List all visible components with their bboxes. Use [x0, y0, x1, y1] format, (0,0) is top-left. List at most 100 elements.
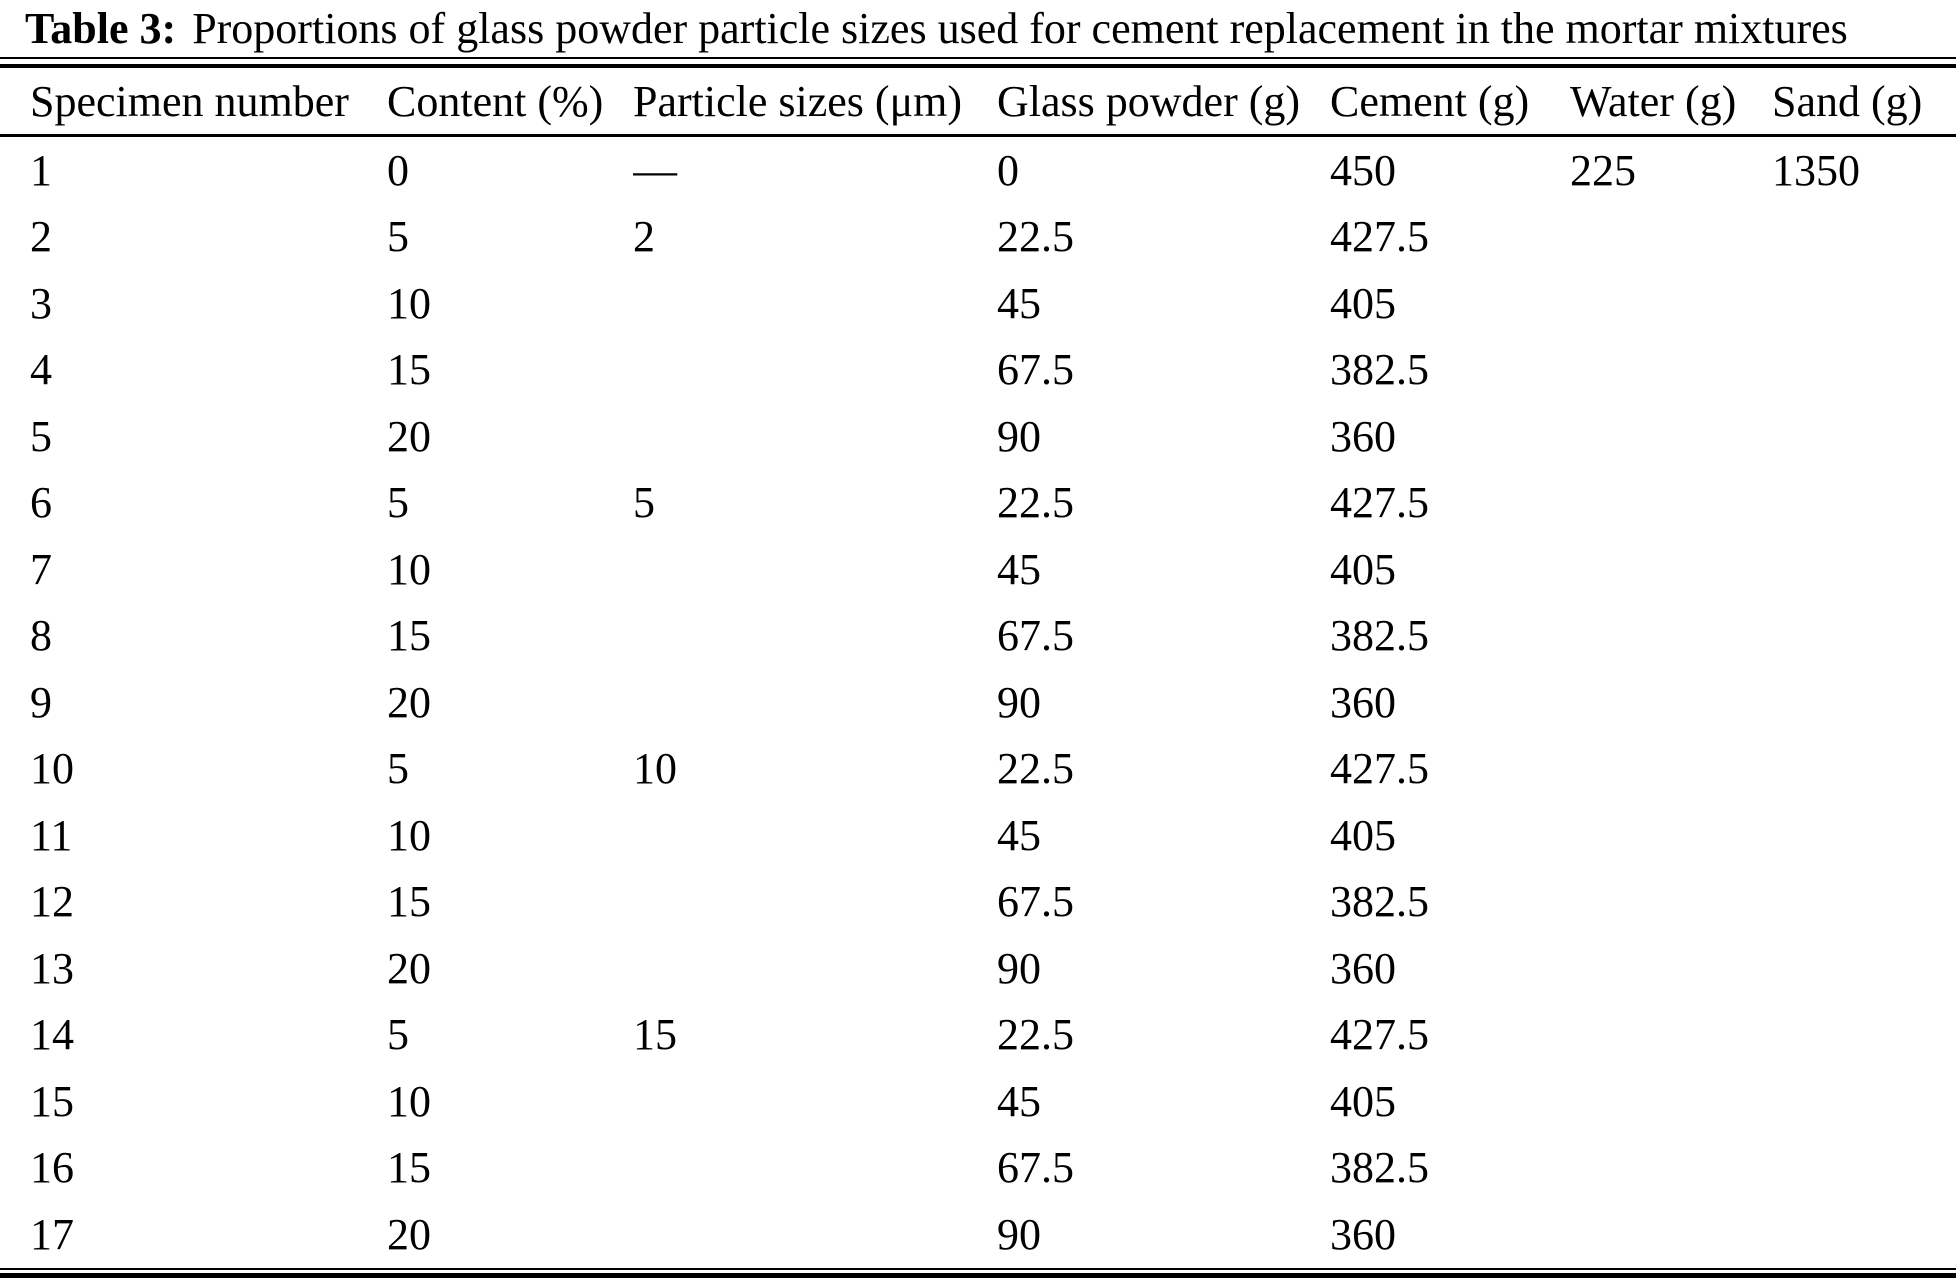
table-row: 12 15 67.5 382.5: [0, 869, 1956, 936]
table-cell: [1570, 270, 1772, 337]
table-cell: 90: [997, 943, 1041, 993]
table-cell: 427.5: [1330, 1010, 1429, 1060]
table-cell: [633, 603, 997, 670]
table-row: 2 5 2 22.5 427.5: [0, 204, 1956, 271]
table-cell: 427.5: [1330, 744, 1429, 794]
table-cell: 225: [1570, 145, 1636, 195]
table-cell: [633, 669, 997, 736]
table-cell: 5: [387, 478, 409, 528]
table-row: 17 20 90 360: [0, 1201, 1956, 1268]
table-cell: 90: [997, 1209, 1041, 1259]
table-cell: 15: [30, 1076, 74, 1126]
table-cell: 2: [633, 212, 655, 262]
table-bottom-rule-thick: [0, 1272, 1956, 1278]
table-cell: 360: [1330, 943, 1396, 993]
table-cell: 382.5: [1330, 1143, 1429, 1193]
table-cell: 2: [30, 212, 52, 262]
table-cell: 405: [1330, 1076, 1396, 1126]
table-cell: 10: [387, 810, 431, 860]
table-row: 5 20 90 360: [0, 403, 1956, 470]
table-cell: 20: [387, 1209, 431, 1259]
mixtures-table: Specimen number Content (%) Particle sizes…: [0, 68, 1956, 1268]
table-cell: [1570, 1002, 1772, 1069]
table-cell: [1772, 337, 1956, 404]
table-cell: [633, 1201, 997, 1268]
table-cell: 45: [997, 544, 1041, 594]
table-caption-text: Proportions of glass powder particle siz…: [192, 4, 1848, 53]
table-cell: [633, 270, 997, 337]
table-row: 14 5 15 22.5 427.5: [0, 1002, 1956, 1069]
table-cell: 0: [387, 145, 409, 195]
table-cell: 3: [30, 278, 52, 328]
table-cell: 22.5: [997, 1010, 1074, 1060]
table-cell: [1772, 470, 1956, 537]
table-cell: 20: [387, 677, 431, 727]
table-cell: 382.5: [1330, 877, 1429, 927]
table-row: 13 20 90 360: [0, 935, 1956, 1002]
table-cell: 5: [387, 212, 409, 262]
table-cell: 67.5: [997, 877, 1074, 927]
table-cell: 12: [30, 877, 74, 927]
table-top-rule-gap: [0, 59, 1956, 64]
table-cell: 67.5: [997, 1143, 1074, 1193]
table-cell: [1772, 802, 1956, 869]
column-header: Sand (g): [1772, 76, 1923, 126]
table-cell: 450: [1330, 145, 1396, 195]
table-cell: 360: [1330, 1209, 1396, 1259]
table-cell: [1772, 403, 1956, 470]
table-cell: 405: [1330, 278, 1396, 328]
table-cell: 15: [387, 345, 431, 395]
table-cell: —: [633, 145, 677, 195]
table-cell: [633, 935, 997, 1002]
table-cell: 8: [30, 611, 52, 661]
table-cell: 45: [997, 1076, 1041, 1126]
table-bottom-rule-thin: [0, 1267, 1956, 1270]
table-cell: 5: [633, 478, 655, 528]
column-header: Specimen number: [30, 76, 349, 126]
table-cell: 15: [387, 1143, 431, 1193]
table-cell: 11: [30, 810, 73, 860]
table-cell: 20: [387, 943, 431, 993]
table-cell: [1570, 536, 1772, 603]
table-cell: [1772, 869, 1956, 936]
column-header: Content (%): [387, 76, 604, 126]
table-cell: [1570, 470, 1772, 537]
table-row: 1 0 — 0 450 225 1350: [0, 136, 1956, 204]
table-cell: [1570, 802, 1772, 869]
table-cell: [1570, 935, 1772, 1002]
table-row: 9 20 90 360: [0, 669, 1956, 736]
table-cell: 360: [1330, 411, 1396, 461]
table-bottom-rule-gap: [0, 1269, 1956, 1273]
table-cell: 17: [30, 1209, 74, 1259]
table-cell: [1570, 1135, 1772, 1202]
table-cell: 16: [30, 1143, 74, 1193]
table-cell: 15: [387, 877, 431, 927]
table-cell: [1570, 403, 1772, 470]
table-cell: [1772, 536, 1956, 603]
table-cell: 427.5: [1330, 212, 1429, 262]
table-cell: 15: [633, 1010, 677, 1060]
table-row: 3 10 45 405: [0, 270, 1956, 337]
table-top-rule-thin: [0, 57, 1956, 59]
table-cell: [1570, 736, 1772, 803]
table-row: 7 10 45 405: [0, 536, 1956, 603]
table-cell: 67.5: [997, 345, 1074, 395]
table-cell: [633, 1135, 997, 1202]
table-cell: 7: [30, 544, 52, 594]
table-cell: 427.5: [1330, 478, 1429, 528]
table-cell: 14: [30, 1010, 74, 1060]
table-cell: 4: [30, 345, 52, 395]
table-caption-label: Table 3:: [25, 4, 177, 53]
table-cell: [633, 403, 997, 470]
table-cell: 6: [30, 478, 52, 528]
table-cell: 10: [387, 1076, 431, 1126]
table-cell: [633, 869, 997, 936]
table-cell: [1772, 736, 1956, 803]
table-row: 8 15 67.5 382.5: [0, 603, 1956, 670]
table-body: 1 0—0 450 225 1350 2 5 2 22.5 427.5 3 10 45 405 4 15 67.…: [0, 136, 1956, 1268]
table-row: 4 15 67.5 382.5: [0, 337, 1956, 404]
table-cell: [1570, 669, 1772, 736]
table-cell: [1772, 270, 1956, 337]
table-cell: 22.5: [997, 478, 1074, 528]
table-cell: 15: [387, 611, 431, 661]
